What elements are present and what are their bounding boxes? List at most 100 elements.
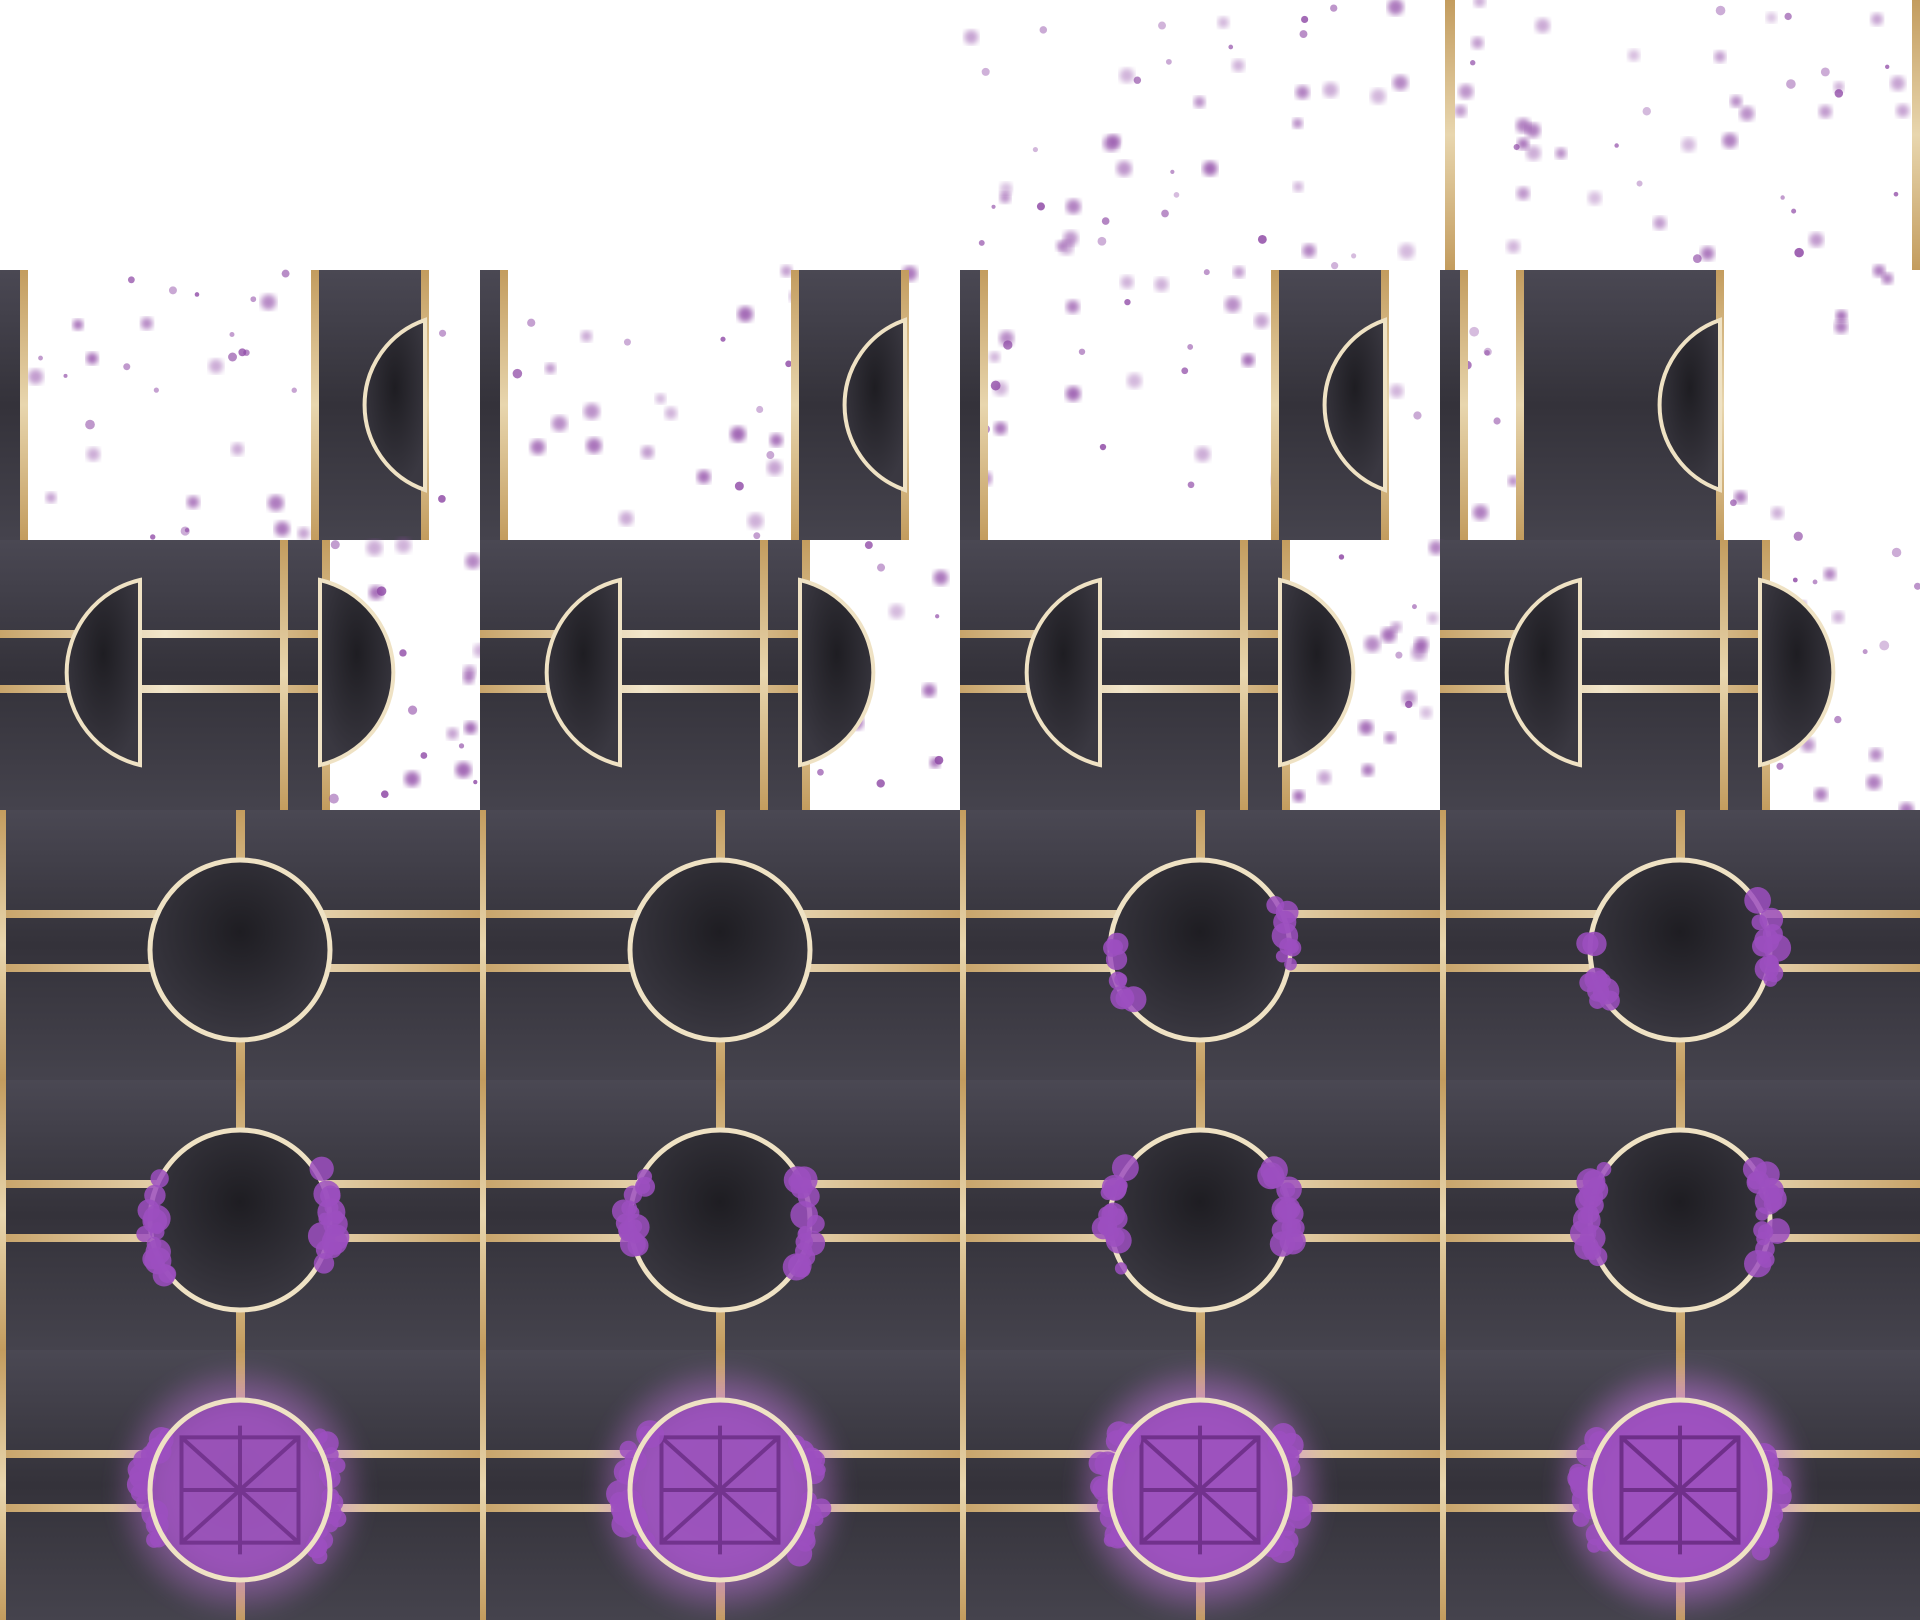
particle bbox=[1427, 612, 1439, 624]
socket-hole bbox=[150, 1130, 330, 1310]
purple-glow-blob bbox=[150, 1169, 169, 1188]
particle bbox=[1814, 787, 1828, 801]
particle bbox=[922, 683, 936, 698]
particle bbox=[1885, 64, 1890, 69]
frame-2-4 bbox=[1440, 264, 1894, 541]
socket-hole bbox=[1590, 860, 1770, 1040]
particle bbox=[1078, 348, 1086, 355]
particle bbox=[1700, 246, 1715, 261]
particle bbox=[1233, 266, 1245, 278]
dark-panel bbox=[960, 540, 1290, 810]
socket-ring bbox=[147, 857, 333, 1043]
particle bbox=[1862, 649, 1868, 655]
particle bbox=[1793, 531, 1803, 541]
particle bbox=[1116, 160, 1132, 177]
particle bbox=[1794, 247, 1804, 258]
particle bbox=[1429, 540, 1444, 555]
particle bbox=[1292, 118, 1303, 129]
particle bbox=[664, 407, 678, 420]
particle bbox=[455, 761, 472, 778]
purple-glow-blob bbox=[1090, 1475, 1112, 1498]
gold-vertical-bar bbox=[1440, 1080, 1446, 1350]
particle bbox=[1224, 296, 1241, 313]
particle bbox=[1202, 161, 1218, 176]
particle bbox=[991, 204, 996, 209]
frame-4-2 bbox=[480, 810, 960, 1080]
particle bbox=[420, 752, 428, 759]
gold-horizontal-line bbox=[480, 685, 810, 693]
particle bbox=[463, 672, 475, 685]
particle bbox=[1165, 58, 1172, 65]
particle bbox=[407, 705, 418, 715]
purple-glow-blob bbox=[145, 1239, 171, 1265]
purple-glow-blob bbox=[806, 1214, 825, 1233]
gold-vertical-bar bbox=[1912, 0, 1920, 270]
purple-glow-blob bbox=[1260, 1156, 1288, 1184]
purple-glow-blob bbox=[144, 1184, 166, 1207]
particle bbox=[1890, 76, 1906, 91]
particle bbox=[63, 373, 68, 378]
purple-glow-blob bbox=[783, 1166, 812, 1194]
particle bbox=[1734, 490, 1747, 504]
particle bbox=[153, 387, 159, 393]
particle bbox=[1508, 475, 1519, 487]
rune-glyph bbox=[1139, 1425, 1261, 1555]
purple-glow-blob bbox=[1567, 1467, 1591, 1490]
purple-glow-blob bbox=[313, 1253, 335, 1274]
particle bbox=[260, 294, 277, 310]
particle bbox=[1820, 67, 1830, 77]
gold-vertical-bar bbox=[1271, 270, 1279, 540]
particle bbox=[1870, 13, 1884, 26]
frame-3-4 bbox=[1440, 540, 1920, 817]
particle bbox=[1818, 105, 1832, 119]
particle bbox=[1203, 269, 1210, 276]
particle bbox=[1411, 644, 1427, 661]
socket-hole bbox=[1590, 1130, 1770, 1310]
gold-vertical-bar bbox=[0, 1350, 6, 1620]
purple-glow-blob bbox=[1097, 1216, 1118, 1236]
row-3-half-circles bbox=[0, 537, 1920, 817]
particle bbox=[1395, 651, 1403, 659]
row-1-particles bbox=[964, 0, 1920, 270]
particle bbox=[1879, 640, 1890, 651]
particle bbox=[864, 541, 873, 550]
particle bbox=[1161, 209, 1169, 218]
particle bbox=[1715, 5, 1726, 16]
particle bbox=[1516, 187, 1530, 200]
particle bbox=[229, 331, 235, 337]
particle bbox=[769, 433, 783, 447]
particle bbox=[267, 495, 284, 512]
purple-glow-blob bbox=[1769, 1469, 1783, 1483]
frame-2-3 bbox=[960, 266, 1422, 540]
particle bbox=[1469, 326, 1480, 337]
particle bbox=[1317, 770, 1332, 785]
half-socket bbox=[362, 317, 427, 493]
particle bbox=[1065, 386, 1081, 402]
particle bbox=[1833, 81, 1844, 92]
particle bbox=[1187, 344, 1194, 350]
gold-vertical-bar bbox=[480, 810, 486, 1080]
particle bbox=[737, 306, 754, 322]
half-socket bbox=[1322, 317, 1387, 493]
gold-vertical-bar bbox=[1445, 0, 1455, 270]
purple-glow-blob bbox=[1277, 1530, 1299, 1552]
frame-2-2 bbox=[480, 265, 918, 540]
particle bbox=[186, 495, 200, 509]
half-socket bbox=[842, 317, 907, 493]
particle bbox=[545, 363, 556, 374]
half-socket-right bbox=[1278, 577, 1356, 768]
purple-glow-blob bbox=[1105, 948, 1128, 971]
purple-glow-blob bbox=[1100, 1185, 1116, 1201]
frame-3-2 bbox=[480, 540, 949, 810]
particle bbox=[1891, 547, 1902, 558]
particle bbox=[766, 451, 775, 459]
particle bbox=[1866, 775, 1882, 790]
particle bbox=[464, 721, 477, 735]
purple-glow-blob bbox=[1756, 1251, 1770, 1265]
particle bbox=[1039, 26, 1048, 34]
dark-panel bbox=[480, 540, 810, 810]
gold-horizontal-line bbox=[480, 630, 810, 638]
particle bbox=[1653, 216, 1667, 230]
particle bbox=[1330, 4, 1338, 12]
particle bbox=[756, 405, 764, 413]
